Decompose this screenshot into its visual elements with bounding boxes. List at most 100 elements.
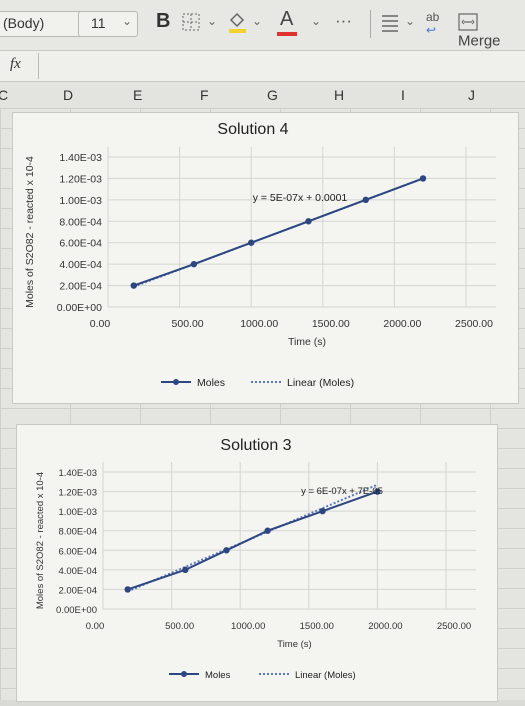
data-point [223, 547, 230, 554]
formula-divider [38, 53, 39, 79]
y-tick-label: 4.00E-04 [58, 566, 97, 577]
x-tick-label: 500.00 [172, 318, 204, 330]
data-point [319, 507, 326, 515]
y-tick-label: 1.40E-03 [58, 468, 97, 479]
font-color-label: A [280, 8, 294, 30]
chart-solution-3[interactable]: Solution 3 0.00 500.00 1000.00 1500.00 2000.0… [16, 424, 498, 702]
chart-title: Solution 4 [217, 121, 288, 138]
y-tick-label: 6.00E-04 [59, 238, 102, 250]
x-axis-label: Time (s) [277, 639, 311, 650]
y-tick-label: 0.00E+00 [56, 605, 97, 616]
chevron-down-icon[interactable]: ⌄ [207, 14, 218, 28]
chart-solution-4-svg: Solution 4 0.00 500.00 1000.00 1500.00 2000.0… [24, 121, 496, 389]
chart-solution-3-svg: Solution 3 0.00 500.00 1000.00 1500.00 2000.0… [35, 437, 476, 681]
align-button[interactable] [380, 12, 402, 36]
ribbon-toolbar: (Body) ⌄ 11 ⌄ B ⌄ ⌄ A ⌄ ··· ⌄ ab ↩ Merge [0, 0, 525, 51]
paint-bucket-icon [229, 12, 246, 33]
trendline [127, 483, 378, 593]
data-point [190, 260, 198, 268]
column-header-g[interactable]: G [267, 87, 278, 103]
borders-icon [182, 13, 200, 31]
y-tick-label: 8.00E-04 [58, 527, 97, 538]
series-line-moles [127, 490, 378, 591]
data-point [419, 175, 427, 182]
toolbar-divider [370, 10, 371, 38]
x-axis-label: Time (s) [288, 336, 326, 348]
column-header-f[interactable]: F [200, 87, 209, 103]
merge-label: Merge [458, 32, 501, 50]
column-header-d[interactable]: D [63, 87, 74, 103]
x-tick-label: 1000.00 [240, 318, 278, 330]
more-options-button[interactable]: ··· [335, 11, 352, 30]
y-tick-label: 1.40E-03 [59, 152, 102, 164]
x-tick-label: 1000.00 [231, 621, 265, 632]
y-axis-label: Moles of S2O82 - reacted x 10-4 [24, 156, 36, 308]
data-point [124, 586, 131, 593]
chart-title: Solution 3 [220, 437, 291, 454]
data-point [362, 196, 369, 204]
legend-point-moles [181, 671, 187, 677]
chevron-down-icon[interactable]: ⌄ [252, 14, 263, 28]
column-header-e[interactable]: E [133, 87, 143, 103]
wrap-text-label: ab [426, 10, 440, 24]
x-tick-label: 2000.00 [383, 318, 421, 330]
data-point [264, 527, 271, 534]
x-tick-label: 2500.00 [455, 318, 493, 330]
fx-label: fx [10, 56, 21, 72]
series-line-moles [133, 177, 424, 287]
chart-solution-4[interactable]: Solution 4 0.00 500.00 1000.00 1500.00 2000.0… [12, 112, 519, 404]
borders-button[interactable] [181, 12, 203, 36]
merge-cells-icon [458, 13, 478, 31]
data-point [130, 282, 137, 289]
trendline-equation: y = 6E-07x + 7E-05 [301, 486, 383, 497]
x-tick-label: 1500.00 [312, 318, 350, 330]
font-color-button[interactable]: A [277, 8, 297, 36]
fill-color-button[interactable] [226, 10, 248, 38]
y-axis-label: Moles of S2O82 - reacted x 10-4 [35, 472, 46, 609]
y-tick-label: 2.00E-04 [59, 281, 102, 293]
data-point [182, 566, 189, 574]
y-tick-label: 8.00E-04 [59, 216, 102, 228]
legend-label-moles: Moles [197, 377, 225, 389]
x-tick-label: 500.00 [165, 621, 194, 632]
y-tick-label: 1.00E-03 [58, 507, 97, 518]
formula-bar[interactable]: fx [0, 51, 525, 82]
font-color-swatch [277, 32, 297, 36]
trendline-equation: y = 5E-07x + 0.0001 [253, 192, 348, 204]
column-header-j[interactable]: J [468, 87, 475, 103]
align-icon [382, 15, 398, 32]
y-tick-label: 1.00E-03 [59, 195, 102, 207]
x-tick-label: 2000.00 [368, 621, 402, 632]
wrap-text-button[interactable]: ab ↩ [426, 10, 440, 37]
column-header-i[interactable]: I [401, 87, 405, 103]
x-tick-label: 0.00 [90, 318, 111, 330]
y-tick-label: 2.00E-04 [58, 585, 97, 596]
column-header-c[interactable]: C [0, 87, 9, 103]
y-tick-label: 1.20E-03 [59, 173, 102, 185]
chevron-down-icon[interactable]: ⌄ [311, 14, 322, 28]
y-tick-label: 0.00E+00 [57, 302, 102, 314]
data-point [248, 239, 255, 246]
x-tick-label: 1500.00 [300, 621, 334, 632]
y-tick-label: 4.00E-04 [59, 259, 102, 271]
data-point [374, 488, 381, 495]
column-headers: C D E F G H I J [0, 82, 525, 109]
font-size-select[interactable]: 11 ⌄ [78, 11, 138, 37]
legend-label-linear: Linear (Moles) [295, 670, 356, 681]
chevron-down-icon[interactable]: ⌄ [405, 14, 416, 28]
legend-label-moles: Moles [205, 670, 231, 681]
x-tick-label: 0.00 [86, 621, 105, 632]
wrap-arrow-icon: ↩ [426, 23, 437, 37]
legend-label-linear: Linear (Moles) [287, 377, 354, 389]
bold-button[interactable]: B [156, 10, 171, 32]
legend-point-moles [173, 379, 179, 385]
data-point [305, 218, 312, 225]
x-tick-label: 2500.00 [437, 621, 471, 632]
font-size-value: 11 [91, 15, 106, 31]
y-tick-label: 6.00E-04 [58, 546, 97, 557]
merge-button[interactable]: Merge [458, 12, 525, 50]
y-tick-label: 1.20E-03 [58, 488, 97, 499]
chevron-down-icon: ⌄ [121, 14, 132, 28]
font-name-value: (Body) [3, 15, 45, 31]
column-header-h[interactable]: H [334, 87, 345, 103]
